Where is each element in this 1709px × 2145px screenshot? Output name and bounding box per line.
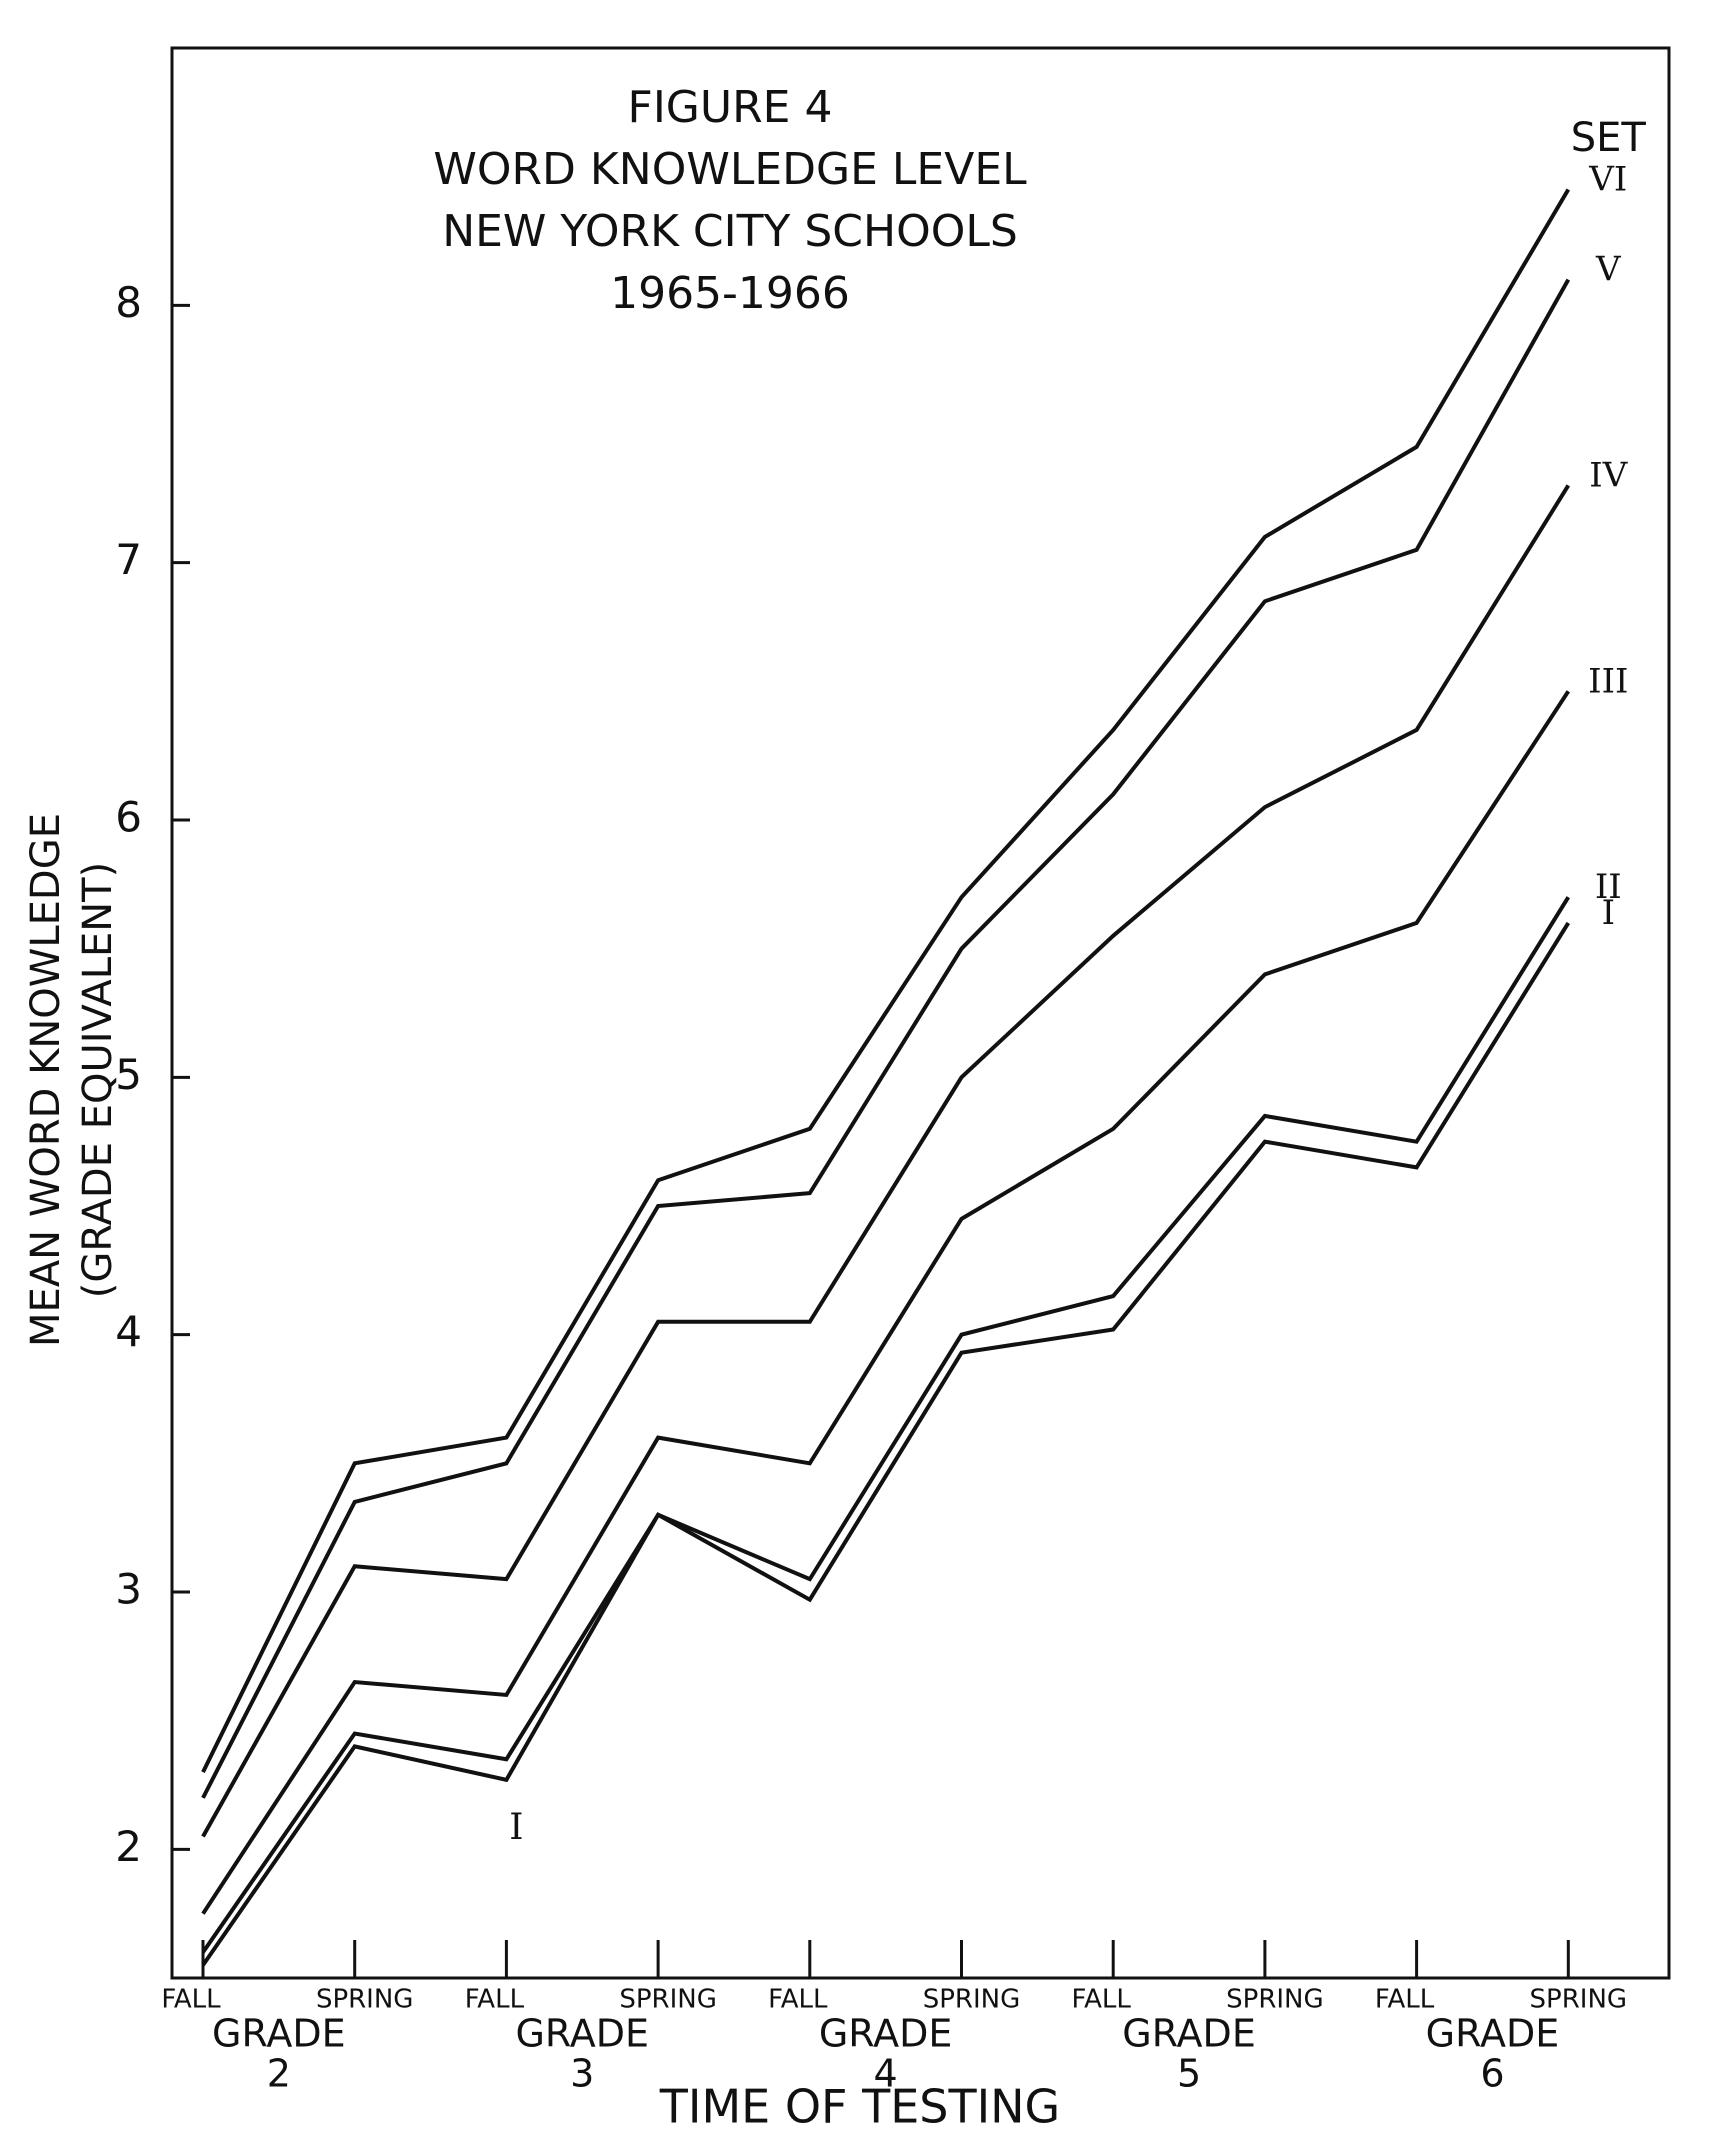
y-tick-label: 7 — [115, 535, 142, 584]
x-tick-label: SPRING — [1226, 1985, 1324, 2015]
group-label: GRADE — [515, 2012, 649, 2056]
group-label: 3 — [570, 2052, 594, 2096]
y-tick-label: 2 — [115, 1822, 142, 1871]
chart-title: 1965-1966 — [610, 268, 850, 319]
legend-label: IV — [1589, 455, 1628, 495]
series-line — [201, 484, 1570, 1838]
group-label: GRADE — [212, 2012, 346, 2056]
x-tick-label: FALL — [161, 1985, 221, 2015]
annotation: I — [509, 1807, 523, 1848]
x-tick-label: SPRING — [923, 1985, 1021, 2015]
group-label: 5 — [1177, 2052, 1201, 2096]
y-tick-label: 8 — [115, 278, 142, 327]
legend-title: SET — [1571, 115, 1647, 161]
series-line — [201, 896, 1570, 1954]
x-axis-label: TIME OF TESTING — [659, 2080, 1060, 2134]
series-line — [201, 690, 1570, 1915]
y-tick-label: 6 — [115, 793, 142, 842]
y-axis-label: (GRADE EQUIVALENT) — [75, 862, 121, 1298]
legend-label: V — [1595, 250, 1622, 290]
legend-label: III — [1588, 661, 1628, 701]
series-line — [201, 921, 1570, 1967]
chart-title: WORD KNOWLEDGE LEVEL — [433, 144, 1027, 195]
group-label: GRADE — [819, 2012, 953, 2056]
series-line — [201, 278, 1571, 1799]
y-tick-label: 3 — [115, 1565, 142, 1614]
plot-frame — [170, 46, 1671, 1980]
x-tick-label: FALL — [1375, 1985, 1435, 2015]
x-tick-label: SPRING — [316, 1985, 414, 2015]
chart-title: NEW YORK CITY SCHOOLS — [442, 206, 1018, 257]
series-line — [201, 188, 1571, 1774]
x-tick-label: SPRING — [1530, 1985, 1628, 2015]
x-tick-label: FALL — [768, 1985, 828, 2015]
legend-label: VI — [1588, 160, 1627, 200]
y-tick-label: 5 — [115, 1050, 142, 1099]
group-label: 6 — [1480, 2052, 1504, 2096]
y-tick-label: 4 — [115, 1307, 142, 1356]
x-tick-label: FALL — [1072, 1985, 1132, 2015]
group-label: 4 — [874, 2052, 898, 2096]
y-axis-label: MEAN WORD KNOWLEDGE — [23, 813, 69, 1347]
group-label: GRADE — [1426, 2012, 1560, 2056]
group-label: GRADE — [1122, 2012, 1256, 2056]
x-tick-label: FALL — [465, 1985, 525, 2015]
chart-title: FIGURE 4 — [628, 82, 833, 133]
legend-label: II — [1595, 867, 1622, 907]
x-tick-label: SPRING — [619, 1985, 717, 2015]
legend-label: I — [1602, 893, 1615, 933]
group-label: 2 — [267, 2052, 291, 2096]
